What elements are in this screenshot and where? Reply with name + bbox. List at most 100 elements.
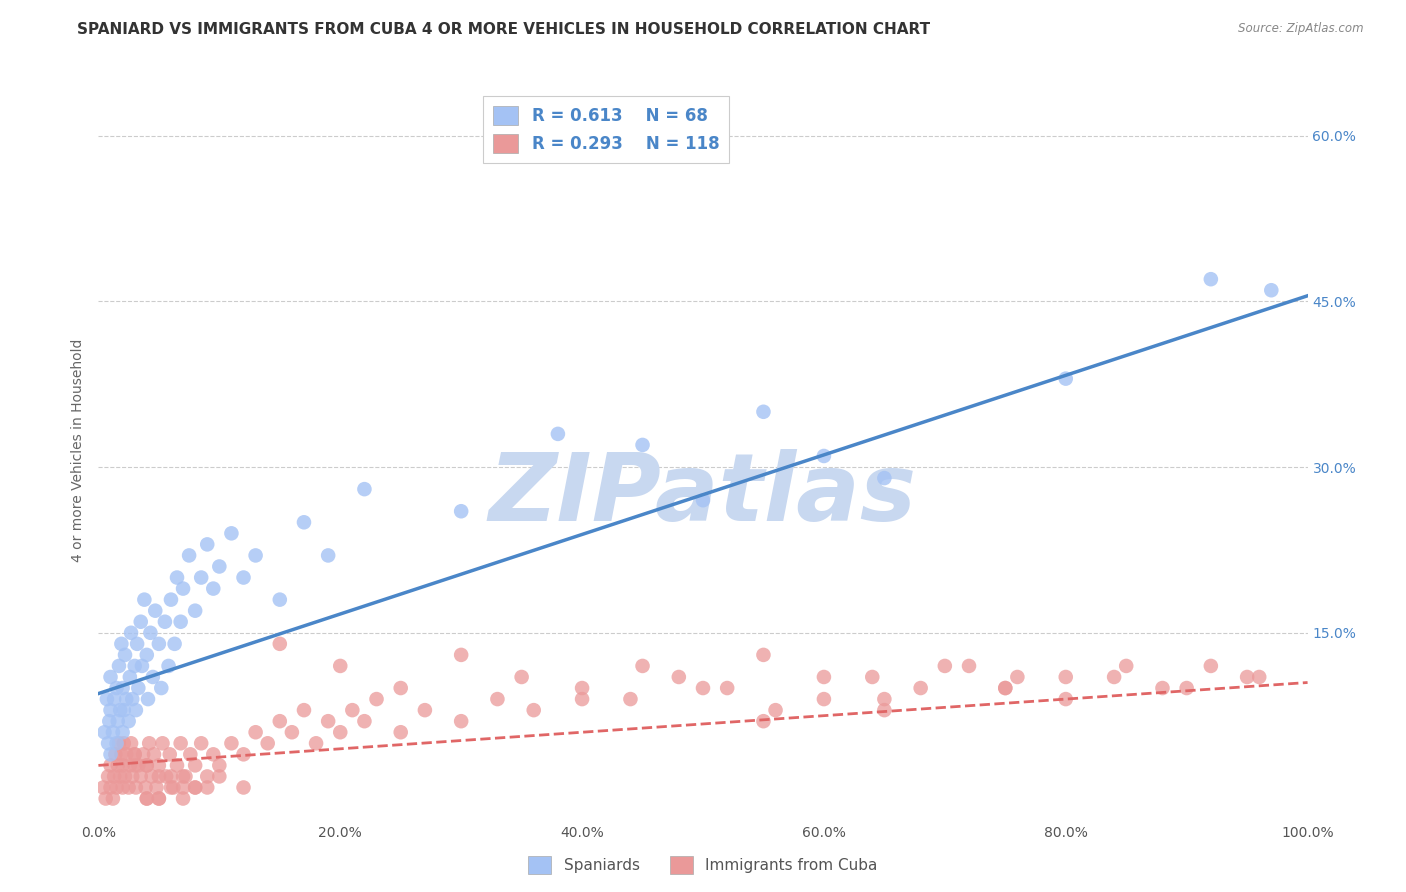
Point — [179, 747, 201, 762]
Point — [112, 703, 135, 717]
Point — [120, 625, 142, 640]
Point — [118, 670, 141, 684]
Point — [316, 714, 339, 729]
Point — [108, 769, 131, 783]
Point — [860, 670, 883, 684]
Point — [305, 736, 328, 750]
Point — [1007, 670, 1029, 684]
Point — [110, 747, 132, 762]
Point — [136, 692, 159, 706]
Point — [145, 780, 167, 795]
Point — [510, 670, 533, 684]
Point — [97, 736, 120, 750]
Point — [571, 681, 593, 695]
Point — [195, 780, 218, 795]
Point — [752, 714, 775, 729]
Point — [631, 659, 654, 673]
Point — [138, 736, 160, 750]
Point — [114, 769, 136, 783]
Point — [202, 582, 225, 596]
Point — [389, 681, 412, 695]
Point — [107, 714, 129, 729]
Point — [124, 747, 146, 762]
Point — [316, 549, 339, 563]
Point — [111, 758, 134, 772]
Point — [208, 769, 231, 783]
Point — [486, 692, 509, 706]
Point — [269, 592, 291, 607]
Point — [752, 405, 775, 419]
Point — [910, 681, 932, 695]
Point — [105, 780, 128, 795]
Point — [813, 670, 835, 684]
Point — [135, 780, 157, 795]
Point — [232, 570, 254, 584]
Point — [152, 736, 174, 750]
Point — [1115, 659, 1137, 673]
Point — [148, 758, 170, 772]
Point — [202, 747, 225, 762]
Point — [873, 471, 896, 485]
Point — [103, 769, 125, 783]
Point — [1175, 681, 1198, 695]
Point — [143, 604, 166, 618]
Point — [1054, 692, 1077, 706]
Point — [120, 736, 142, 750]
Point — [94, 791, 117, 805]
Point — [1249, 670, 1271, 684]
Point — [163, 637, 186, 651]
Point — [172, 582, 194, 596]
Point — [184, 604, 207, 618]
Point — [111, 725, 134, 739]
Point — [139, 625, 162, 640]
Point — [115, 692, 138, 706]
Point — [100, 747, 122, 762]
Point — [124, 758, 146, 772]
Point — [169, 615, 191, 629]
Point — [256, 736, 278, 750]
Point — [1152, 681, 1174, 695]
Point — [100, 703, 122, 717]
Point — [716, 681, 738, 695]
Point — [342, 703, 364, 717]
Point — [353, 482, 375, 496]
Point — [157, 659, 180, 673]
Point — [179, 549, 201, 563]
Point — [100, 670, 122, 684]
Point — [366, 692, 388, 706]
Point — [103, 692, 125, 706]
Point — [162, 780, 184, 795]
Point — [292, 516, 315, 530]
Point — [281, 725, 304, 739]
Point — [131, 659, 153, 673]
Point — [329, 659, 352, 673]
Point — [125, 703, 148, 717]
Point — [232, 747, 254, 762]
Point — [105, 681, 128, 695]
Point — [692, 493, 714, 508]
Point — [134, 592, 156, 607]
Text: ZIPatlas: ZIPatlas — [489, 449, 917, 541]
Point — [111, 681, 134, 695]
Point — [129, 769, 152, 783]
Point — [765, 703, 787, 717]
Point — [121, 692, 143, 706]
Point — [389, 725, 412, 739]
Point — [1260, 283, 1282, 297]
Point — [184, 780, 207, 795]
Point — [571, 692, 593, 706]
Point — [166, 570, 188, 584]
Point — [104, 747, 127, 762]
Point — [813, 449, 835, 463]
Text: Source: ZipAtlas.com: Source: ZipAtlas.com — [1239, 22, 1364, 36]
Point — [108, 659, 131, 673]
Point — [668, 670, 690, 684]
Point — [692, 681, 714, 695]
Point — [141, 769, 163, 783]
Point — [172, 791, 194, 805]
Point — [547, 426, 569, 441]
Point — [150, 681, 173, 695]
Point — [619, 692, 641, 706]
Point — [523, 703, 546, 717]
Point — [93, 725, 115, 739]
